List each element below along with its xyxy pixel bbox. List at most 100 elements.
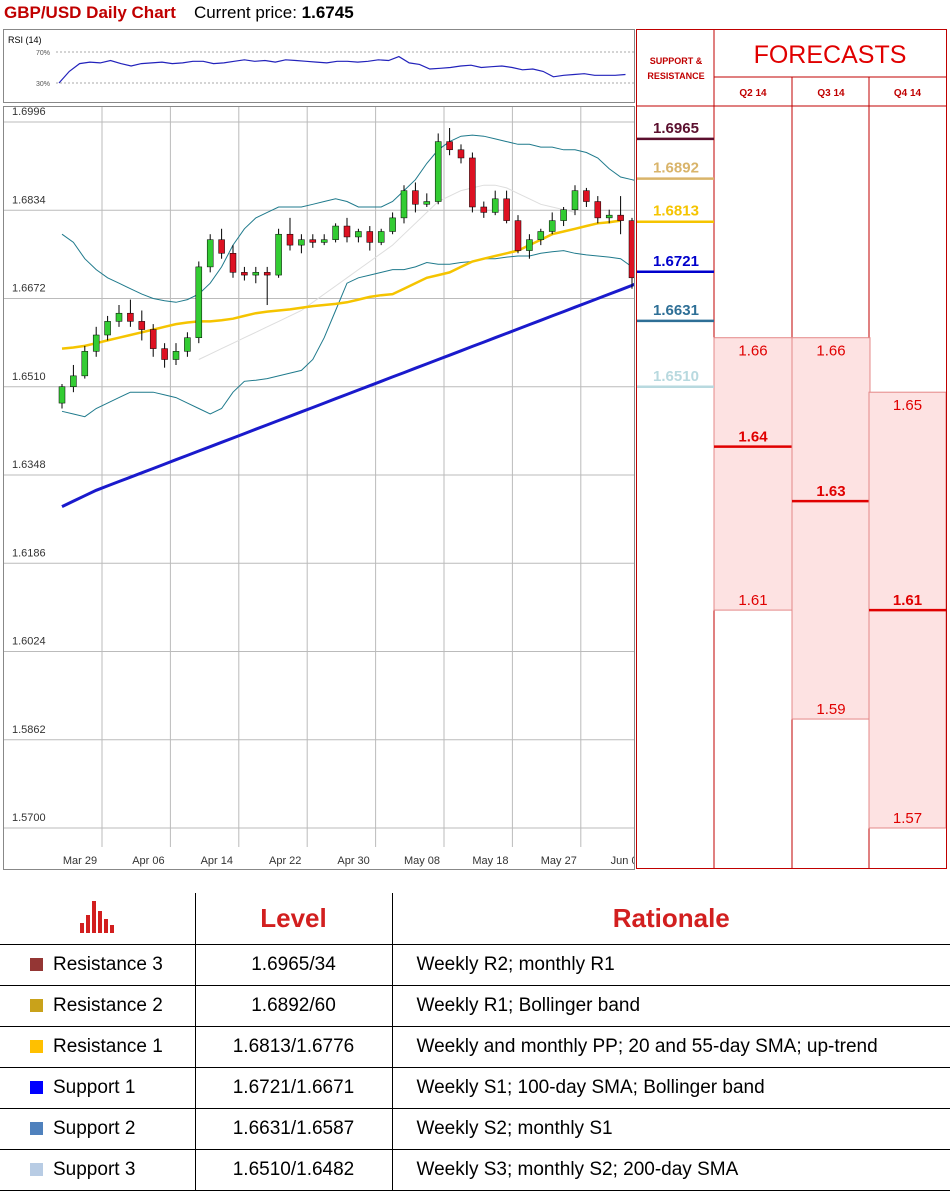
- forecast-high-label: 1.66: [816, 343, 845, 360]
- forecast-column-label: Q2 14: [739, 88, 767, 99]
- level-name-text: Support 3: [53, 1159, 136, 1180]
- level-value: 1.6892/60: [195, 985, 393, 1027]
- sma100-line: [61, 257, 702, 508]
- candle: [548, 212, 556, 235]
- y-tick-label: 1.6996: [12, 107, 46, 118]
- forecast-range: [713, 337, 793, 611]
- forecast-mid-label: 1.64: [738, 429, 768, 446]
- x-tick-label: Mar 29: [63, 855, 97, 867]
- candle: [617, 196, 624, 235]
- level-swatch: [30, 958, 43, 971]
- level-rationale: Weekly R1; Bollinger band: [392, 985, 950, 1027]
- candle: [138, 310, 146, 341]
- rsi-panel: RSI (14) 70% 30%: [3, 29, 635, 103]
- rsi-line: [58, 55, 626, 84]
- candle: [92, 326, 100, 357]
- candle: [571, 185, 579, 216]
- level-swatch: [30, 999, 43, 1012]
- candle: [434, 133, 442, 205]
- level-name-text: Support 1: [53, 1077, 136, 1098]
- level-swatch: [30, 1122, 43, 1135]
- x-tick-label: Apr 06: [132, 855, 164, 867]
- level-rationale: Weekly R2; monthly R1: [392, 944, 950, 986]
- forecast-mid-label: 1.61: [893, 592, 922, 609]
- candle: [594, 196, 602, 224]
- candle: [400, 185, 408, 224]
- levels-table: Level Rationale Resistance 3 1.6965/34 Wee…: [0, 893, 950, 1191]
- candle: [70, 364, 77, 393]
- y-tick-label: 1.6348: [12, 459, 46, 471]
- candle: [605, 209, 613, 224]
- x-tick-label: May 27: [541, 855, 577, 867]
- header-rationale: Rationale: [392, 893, 950, 945]
- level-rationale: Weekly S1; 100-day SMA; Bollinger band: [392, 1067, 950, 1109]
- level-rationale: Weekly S2; monthly S1: [392, 1108, 950, 1150]
- level-value: 1.6631/1.6587: [195, 1108, 393, 1150]
- candle: [503, 190, 510, 224]
- y-tick-label: 1.6672: [12, 283, 46, 295]
- forecast-low-label: 1.57: [893, 810, 922, 827]
- candle: [355, 228, 362, 243]
- candle: [127, 299, 134, 327]
- candle: [514, 215, 522, 254]
- sr-level-value: 1.6892: [653, 160, 699, 177]
- candle: [252, 266, 260, 284]
- candle: [537, 228, 545, 246]
- y-tick-label: 1.6024: [12, 636, 46, 648]
- forecast-mid-label: 1.63: [816, 483, 845, 500]
- sr-level-value: 1.6965: [653, 120, 699, 137]
- candle: [343, 217, 351, 243]
- level-name-text: Resistance 2: [53, 995, 163, 1016]
- table-row: Resistance 1 1.6813/1.6776 Weekly and mont…: [0, 1026, 950, 1068]
- candle: [446, 127, 453, 156]
- level-value: 1.6510/1.6482: [195, 1149, 393, 1191]
- candle: [423, 193, 431, 207]
- price-label: Current price:: [193, 3, 297, 22]
- rsi-level-70: 70%: [36, 50, 50, 57]
- forecast-high-label: 1.65: [893, 397, 922, 414]
- table-row: Support 2 1.6631/1.6587 Weekly S2; monthly…: [0, 1108, 950, 1150]
- candle: [560, 206, 567, 227]
- sr-level-value: 1.6510: [653, 368, 699, 385]
- candle: [263, 266, 271, 306]
- candle: [218, 228, 225, 259]
- candle: [286, 217, 294, 251]
- level-swatch: [30, 1163, 43, 1176]
- candle: [195, 261, 203, 344]
- x-tick-label: Apr 22: [269, 855, 301, 867]
- forecast-panel: FORECASTS SUPPORT & RESISTANCE Q2 14 1.66 1…: [636, 29, 947, 869]
- forecast-chart: FORECASTS SUPPORT & RESISTANCE Q2 14 1.66 1…: [637, 30, 947, 868]
- level-name: Resistance 1: [0, 1026, 196, 1068]
- candle: [161, 343, 168, 368]
- forecast-range: [791, 337, 871, 720]
- level-name: Support 1: [0, 1067, 196, 1109]
- sma55-line: [61, 219, 621, 350]
- table-row: Resistance 2 1.6892/60 Weekly R1; Bollinge…: [0, 985, 950, 1027]
- sr-level-value: 1.6631: [653, 302, 699, 319]
- candle: [229, 245, 237, 278]
- y-tick-label: 1.5700: [12, 812, 46, 824]
- x-tick-label: May 18: [472, 855, 508, 867]
- candle: [275, 228, 282, 278]
- forecast-column-label: Q4 14: [894, 88, 922, 99]
- forecast-low-label: 1.59: [816, 701, 845, 718]
- candle: [366, 226, 374, 251]
- candle: [320, 234, 328, 246]
- level-value: 1.6965/34: [195, 944, 393, 986]
- rsi-chart: RSI (14) 70% 30%: [8, 35, 634, 88]
- level-name: Resistance 2: [0, 985, 196, 1027]
- candle: [184, 332, 191, 357]
- x-tick-label: Apr 14: [201, 855, 233, 867]
- x-tick-label: Jun 05: [611, 855, 634, 867]
- chart-header: GBP/USD Daily Chart Current price: 1.6745: [4, 0, 354, 26]
- candle: [583, 187, 590, 207]
- candle: [149, 324, 157, 357]
- table-header-row: Level Rationale: [0, 893, 950, 945]
- candle: [469, 152, 476, 213]
- level-name: Support 2: [0, 1108, 196, 1150]
- candle: [206, 234, 214, 273]
- chart-title: GBP/USD Daily Chart: [4, 3, 176, 22]
- candle: [526, 234, 533, 259]
- candle: [377, 228, 385, 246]
- y-tick-label: 1.6510: [12, 371, 46, 383]
